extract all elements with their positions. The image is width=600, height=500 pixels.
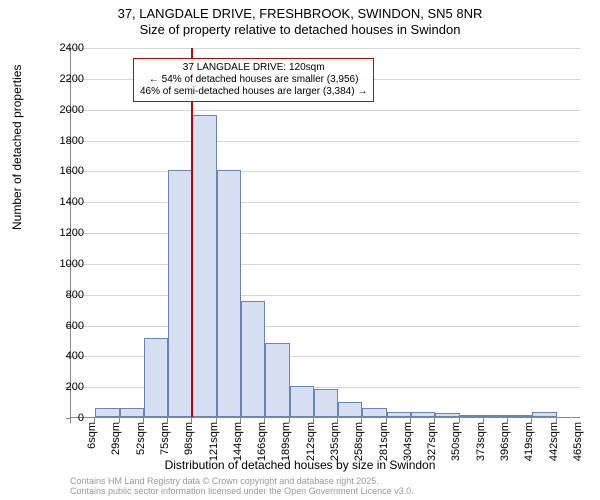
xtick-mark [167,418,168,423]
gridline [71,202,580,203]
xtick-mark [264,418,265,423]
gridline [71,233,580,234]
xtick-mark [289,418,290,423]
histogram-bar [338,402,362,417]
xtick-label: 442sqm [548,422,560,482]
histogram-bar [362,408,386,417]
y-axis-label: Number of detached properties [10,65,24,230]
ytick-label: 200 [34,381,84,393]
ytick-label: 1600 [34,165,84,177]
ytick-label: 800 [34,289,84,301]
xtick-mark [459,418,460,423]
ytick-label: 400 [34,350,84,362]
gridline [71,295,580,296]
xtick-mark [191,418,192,423]
xtick-label: 121sqm [208,422,220,482]
annotation-box: 37 LANGDALE DRIVE: 120sqm← 54% of detach… [133,58,374,102]
ytick-label: 2000 [34,104,84,116]
xtick-label: 373sqm [475,422,487,482]
footer-line-2: Contains public sector information licen… [70,486,414,496]
xtick-label: 52sqm [135,422,147,482]
annotation-line-2: ← 54% of detached houses are smaller (3,… [140,74,367,86]
xtick-label: 144sqm [232,422,244,482]
xtick-label: 6sqm [86,422,98,482]
ytick-label: 0 [34,412,84,424]
xtick-mark [337,418,338,423]
xtick-label: 235sqm [329,422,341,482]
xtick-label: 396sqm [499,422,511,482]
gridline [71,141,580,142]
gridline [71,264,580,265]
histogram-bar [95,408,119,417]
histogram-bar [460,415,484,417]
xtick-label: 350sqm [450,422,462,482]
ytick-label: 2200 [34,73,84,85]
histogram-bar [241,301,265,417]
plot: 37 LANGDALE DRIVE: 120sqm← 54% of detach… [70,48,580,418]
histogram-bar [508,415,532,417]
xtick-label: 29sqm [110,422,122,482]
histogram-bar [265,343,289,417]
property-marker-line [191,48,193,417]
xtick-mark [240,418,241,423]
ytick-label: 2400 [34,42,84,54]
plot-area: 37 LANGDALE DRIVE: 120sqm← 54% of detach… [70,48,580,418]
xtick-label: 419sqm [523,422,535,482]
footer-line-1: Contains HM Land Registry data © Crown c… [70,476,414,486]
title-line-2: Size of property relative to detached ho… [0,22,600,38]
histogram-bar [290,386,314,417]
xtick-label: 212sqm [305,422,317,482]
xtick-label: 281sqm [378,422,390,482]
xtick-mark [483,418,484,423]
chart-title: 37, LANGDALE DRIVE, FRESHBROOK, SWINDON,… [0,0,600,39]
gridline [71,48,580,49]
xtick-mark [434,418,435,423]
xtick-label: 189sqm [280,422,292,482]
gridline [71,326,580,327]
xtick-mark [313,418,314,423]
ytick-label: 1400 [34,196,84,208]
xtick-mark [143,418,144,423]
xtick-label: 98sqm [183,422,195,482]
histogram-bar [532,412,556,417]
xtick-mark [361,418,362,423]
xtick-mark [507,418,508,423]
histogram-bar [168,170,192,417]
ytick-label: 1200 [34,227,84,239]
xtick-mark [410,418,411,423]
footer-attribution: Contains HM Land Registry data © Crown c… [70,476,414,497]
ytick-label: 1000 [34,258,84,270]
xtick-mark [94,418,95,423]
xtick-label: 304sqm [402,422,414,482]
xtick-label: 258sqm [353,422,365,482]
annotation-line-1: 37 LANGDALE DRIVE: 120sqm [140,62,367,74]
annotation-line-3: 46% of semi-detached houses are larger (… [140,86,367,98]
histogram-bar [484,415,508,417]
xtick-label: 75sqm [159,422,171,482]
xtick-label: 166sqm [256,422,268,482]
xtick-mark [119,418,120,423]
histogram-bar [314,389,338,417]
xtick-label: 327sqm [426,422,438,482]
histogram-bar [120,408,144,417]
xtick-mark [386,418,387,423]
xtick-mark [531,418,532,423]
ytick-label: 600 [34,320,84,332]
histogram-bar [217,170,241,417]
gridline [71,110,580,111]
histogram-bar [411,412,435,417]
histogram-bar [435,413,459,417]
xtick-label: 465sqm [572,422,584,482]
xtick-mark [556,418,557,423]
histogram-bar [144,338,168,417]
xtick-mark [216,418,217,423]
ytick-label: 1800 [34,135,84,147]
title-line-1: 37, LANGDALE DRIVE, FRESHBROOK, SWINDON,… [0,6,600,22]
histogram-bar [192,115,216,417]
gridline [71,171,580,172]
chart-container: 37, LANGDALE DRIVE, FRESHBROOK, SWINDON,… [0,0,600,500]
histogram-bar [387,412,411,417]
x-axis-label: Distribution of detached houses by size … [0,458,600,472]
